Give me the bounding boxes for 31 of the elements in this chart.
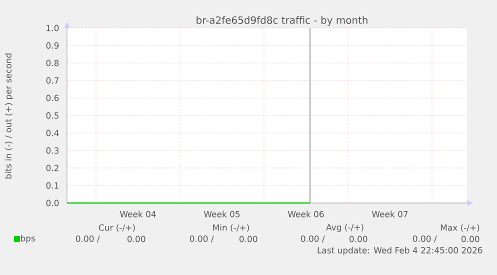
y-tick-label: 1.0	[46, 24, 59, 32]
y-tick-label: 0.0	[46, 200, 59, 206]
text: 0.00 /	[300, 235, 325, 243]
x-tick-label: Week 04	[120, 210, 156, 218]
text: 0.00 /	[190, 235, 214, 243]
y-tick-label: 0.1	[46, 182, 58, 189]
y-tick-label: 0.7	[46, 77, 59, 84]
text: 0.00	[240, 236, 258, 242]
y-tick-label: 0.3	[46, 147, 59, 154]
text: Last update: Wed Feb 4 22:45:00 2026	[318, 246, 482, 256]
y-tick-label: 0.8	[46, 60, 59, 66]
text: 0.00	[128, 236, 146, 242]
y-axis-title: bits in (-) / out (+) per second	[4, 54, 14, 178]
text: 0.00 /	[76, 235, 100, 243]
x-tick-label: Week 07	[372, 210, 408, 218]
legend-label: bps	[20, 234, 35, 244]
text: 0.00 /	[412, 235, 437, 243]
text: 0.00	[462, 236, 480, 242]
text: Avg (-/+)	[326, 224, 364, 232]
y-tick-label: 0.4	[46, 130, 59, 136]
y-tick-label: 0.9	[46, 42, 59, 49]
y-tick-label: 0.5	[46, 112, 58, 119]
y-tick-label: 0.6	[46, 94, 59, 102]
text: 0.00	[350, 236, 368, 242]
chart-title: br-a2fe65d9fd8c traffic - by month	[196, 16, 368, 26]
x-tick-label: Week 06	[288, 210, 324, 218]
text: Cur (-/+)	[98, 224, 135, 232]
x-tick-label: Week 05	[204, 210, 240, 218]
text: Max (-/+)	[440, 224, 480, 232]
text: Min (-/+)	[213, 224, 249, 232]
y-tick-label: 0.2	[46, 164, 58, 172]
